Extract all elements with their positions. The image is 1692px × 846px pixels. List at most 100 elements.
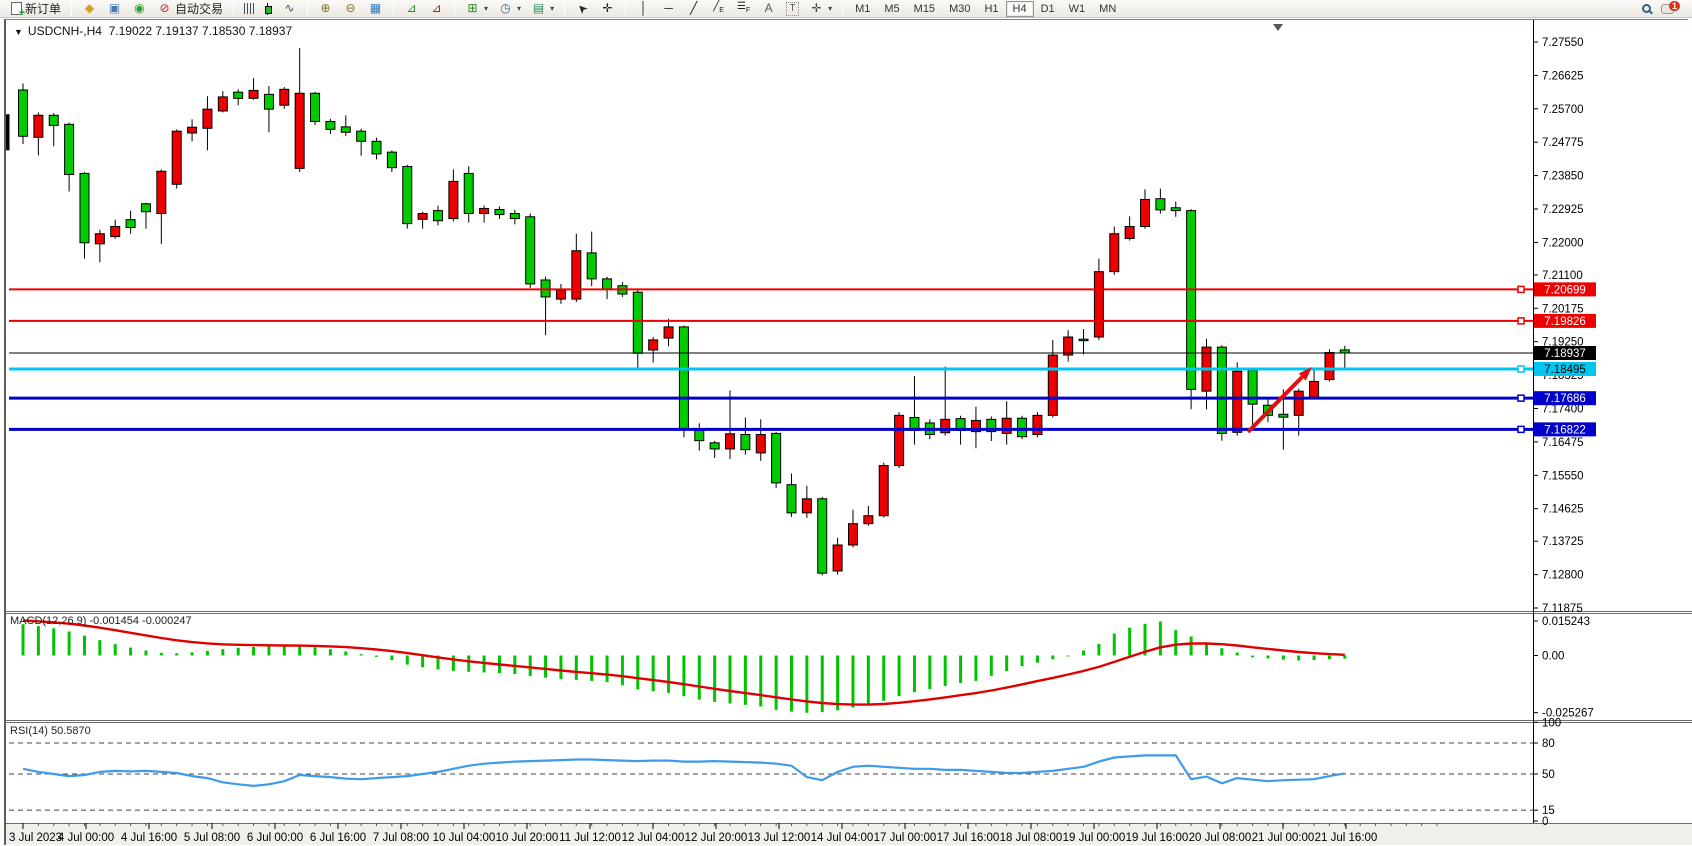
time-axis-label: 3 Jul 2023	[9, 832, 62, 844]
fibonacci-tool-button[interactable]: ☰F	[731, 1, 756, 17]
candle-body	[1047, 354, 1058, 416]
chart-window[interactable]: ▼ USDCNH-,H4 7.19022 7.19137 7.18530 7.18…	[4, 19, 1692, 845]
zoom-out-icon: ⊖	[345, 1, 356, 15]
level-line-handle[interactable]	[1517, 425, 1525, 434]
price-badge	[1534, 361, 1596, 376]
level-line-handle[interactable]	[1517, 365, 1525, 373]
vertical-line-tool-button[interactable]: │	[631, 1, 656, 17]
candle-body	[1140, 198, 1151, 228]
chevron-down-icon: ▾	[550, 4, 555, 13]
charts-menu-button[interactable]: ◆	[77, 1, 102, 17]
level-line-handle[interactable]	[1517, 285, 1525, 294]
notifications-button[interactable]: 1	[1656, 0, 1680, 17]
vertical-line-icon: │	[639, 1, 648, 15]
toolbar-separator	[233, 1, 235, 16]
trendline-icon: ╱	[689, 1, 698, 15]
rsi-axis-label: 50	[1542, 769, 1555, 781]
trendline-tool-button[interactable]: ╱	[681, 1, 706, 17]
macd-histogram-bar	[943, 655, 947, 687]
time-axis-label: 19 Jul 16:00	[1126, 832, 1189, 844]
candle-body	[801, 498, 812, 514]
horizontal-line-tool-button[interactable]: ─	[656, 1, 681, 17]
candle-body	[110, 226, 121, 238]
timeframe-button-M5[interactable]: M5	[884, 2, 900, 15]
candle-body	[740, 433, 751, 451]
macd-histogram-bar	[1220, 648, 1224, 656]
chevron-down-icon: ▾	[484, 4, 489, 13]
cursor-tool-button[interactable]: ➤	[570, 0, 595, 17]
level-line-handle[interactable]	[1517, 394, 1525, 402]
auto-scroll-button[interactable]: ⊿	[399, 1, 424, 17]
candle-body	[233, 91, 244, 99]
annotation-arrow-head[interactable]	[1298, 367, 1312, 381]
macd-histogram-bar	[559, 655, 563, 680]
macd-histogram-bar	[897, 655, 901, 697]
clipped-candle	[6, 114, 10, 151]
channel-tool-button[interactable]: ╱E	[706, 1, 731, 17]
profiles-button[interactable]: ▣	[102, 1, 127, 17]
macd-histogram-bar	[728, 655, 732, 704]
candle-body	[64, 123, 75, 176]
chevron-down-icon: ▾	[828, 4, 833, 13]
signals-button[interactable]: ◉	[127, 1, 152, 17]
candle-body	[125, 219, 136, 229]
candle-body	[33, 114, 44, 138]
timeframe-button-M30[interactable]: M30	[949, 2, 971, 15]
zoom-in-button[interactable]: ⊕	[313, 1, 338, 17]
timeframe-button-H4[interactable]: H4	[1005, 0, 1034, 17]
templates-button[interactable]: ▤ ▾	[526, 1, 559, 17]
line-chart-mode-button[interactable]: ∿	[277, 1, 302, 17]
candle-body	[248, 89, 259, 99]
macd-histogram-bar	[1312, 655, 1316, 661]
price-axis-label: 7.24775	[1542, 137, 1584, 149]
periods-button[interactable]: ◷ ▾	[493, 1, 526, 17]
candle-body	[1093, 271, 1104, 338]
arrows-tool-button[interactable]: ✛ ▾	[804, 1, 837, 17]
candle-body	[1186, 210, 1197, 390]
chart-shift-button[interactable]: ⊿	[424, 1, 449, 17]
time-axis-label: 5 Jul 08:00	[184, 832, 240, 844]
zoom-out-button[interactable]: ⊖	[338, 1, 363, 17]
chart-canvas[interactable]: 7.27550 7.26625 7.25700 7.24775 7.23850 7.229…	[6, 20, 1692, 845]
level-line-handle[interactable]	[1517, 317, 1525, 325]
candle-body	[217, 96, 228, 112]
candle-body	[1216, 346, 1227, 434]
indicators-button[interactable]: ⊞ ▾	[460, 1, 493, 17]
annotation-arrow-shaft[interactable]	[1246, 375, 1304, 434]
timeframe-button-D1[interactable]: D1	[1040, 2, 1055, 15]
autotrade-button[interactable]: ⊘ 自动交易	[152, 1, 228, 17]
tile-windows-button[interactable]: ▦	[363, 1, 388, 17]
macd-histogram-bar	[1281, 655, 1285, 660]
text-tool-button[interactable]: A	[756, 1, 781, 17]
candlestick-mode-button[interactable]	[259, 1, 277, 17]
bar-chart-mode-button[interactable]	[239, 1, 259, 17]
timeframe-button-MN[interactable]: MN	[1099, 2, 1117, 15]
macd-histogram-bar	[98, 640, 102, 656]
search-button[interactable]	[1637, 1, 1656, 17]
macd-histogram-bar	[175, 653, 179, 656]
price-badge	[1534, 346, 1596, 361]
autotrade-label: 自动交易	[175, 2, 224, 16]
timeframe-button-H1[interactable]: H1	[984, 2, 999, 15]
macd-histogram-bar	[1066, 655, 1070, 657]
macd-histogram-bar	[1112, 633, 1116, 656]
candle-body	[771, 432, 782, 484]
signal-icon: ◉	[134, 1, 145, 15]
macd-histogram-bar	[52, 628, 56, 656]
timeframe-button-M15[interactable]: M15	[913, 2, 936, 15]
macd-histogram-bar	[190, 652, 194, 656]
crosshair-tool-button[interactable]: ✛	[595, 1, 620, 17]
macd-signal-line	[22, 619, 1345, 706]
timeframe-button-W1[interactable]: W1	[1068, 2, 1086, 15]
timeframe-button-M1[interactable]: M1	[855, 2, 871, 15]
new-order-button[interactable]: 新订单	[6, 1, 66, 19]
text-label-tool-button[interactable]: T	[781, 1, 804, 17]
auto-scroll-icon: ⊿	[406, 1, 417, 15]
price-badge	[1534, 391, 1596, 406]
one-click-trading-expander[interactable]: ▼	[14, 27, 23, 37]
macd-histogram-bar	[21, 624, 25, 656]
chart-shift-marker[interactable]	[1273, 24, 1283, 31]
macd-histogram-bar	[805, 655, 809, 713]
time-axis-label: 21 Jul 00:00	[1252, 832, 1315, 844]
toolbar-separator	[454, 1, 456, 16]
